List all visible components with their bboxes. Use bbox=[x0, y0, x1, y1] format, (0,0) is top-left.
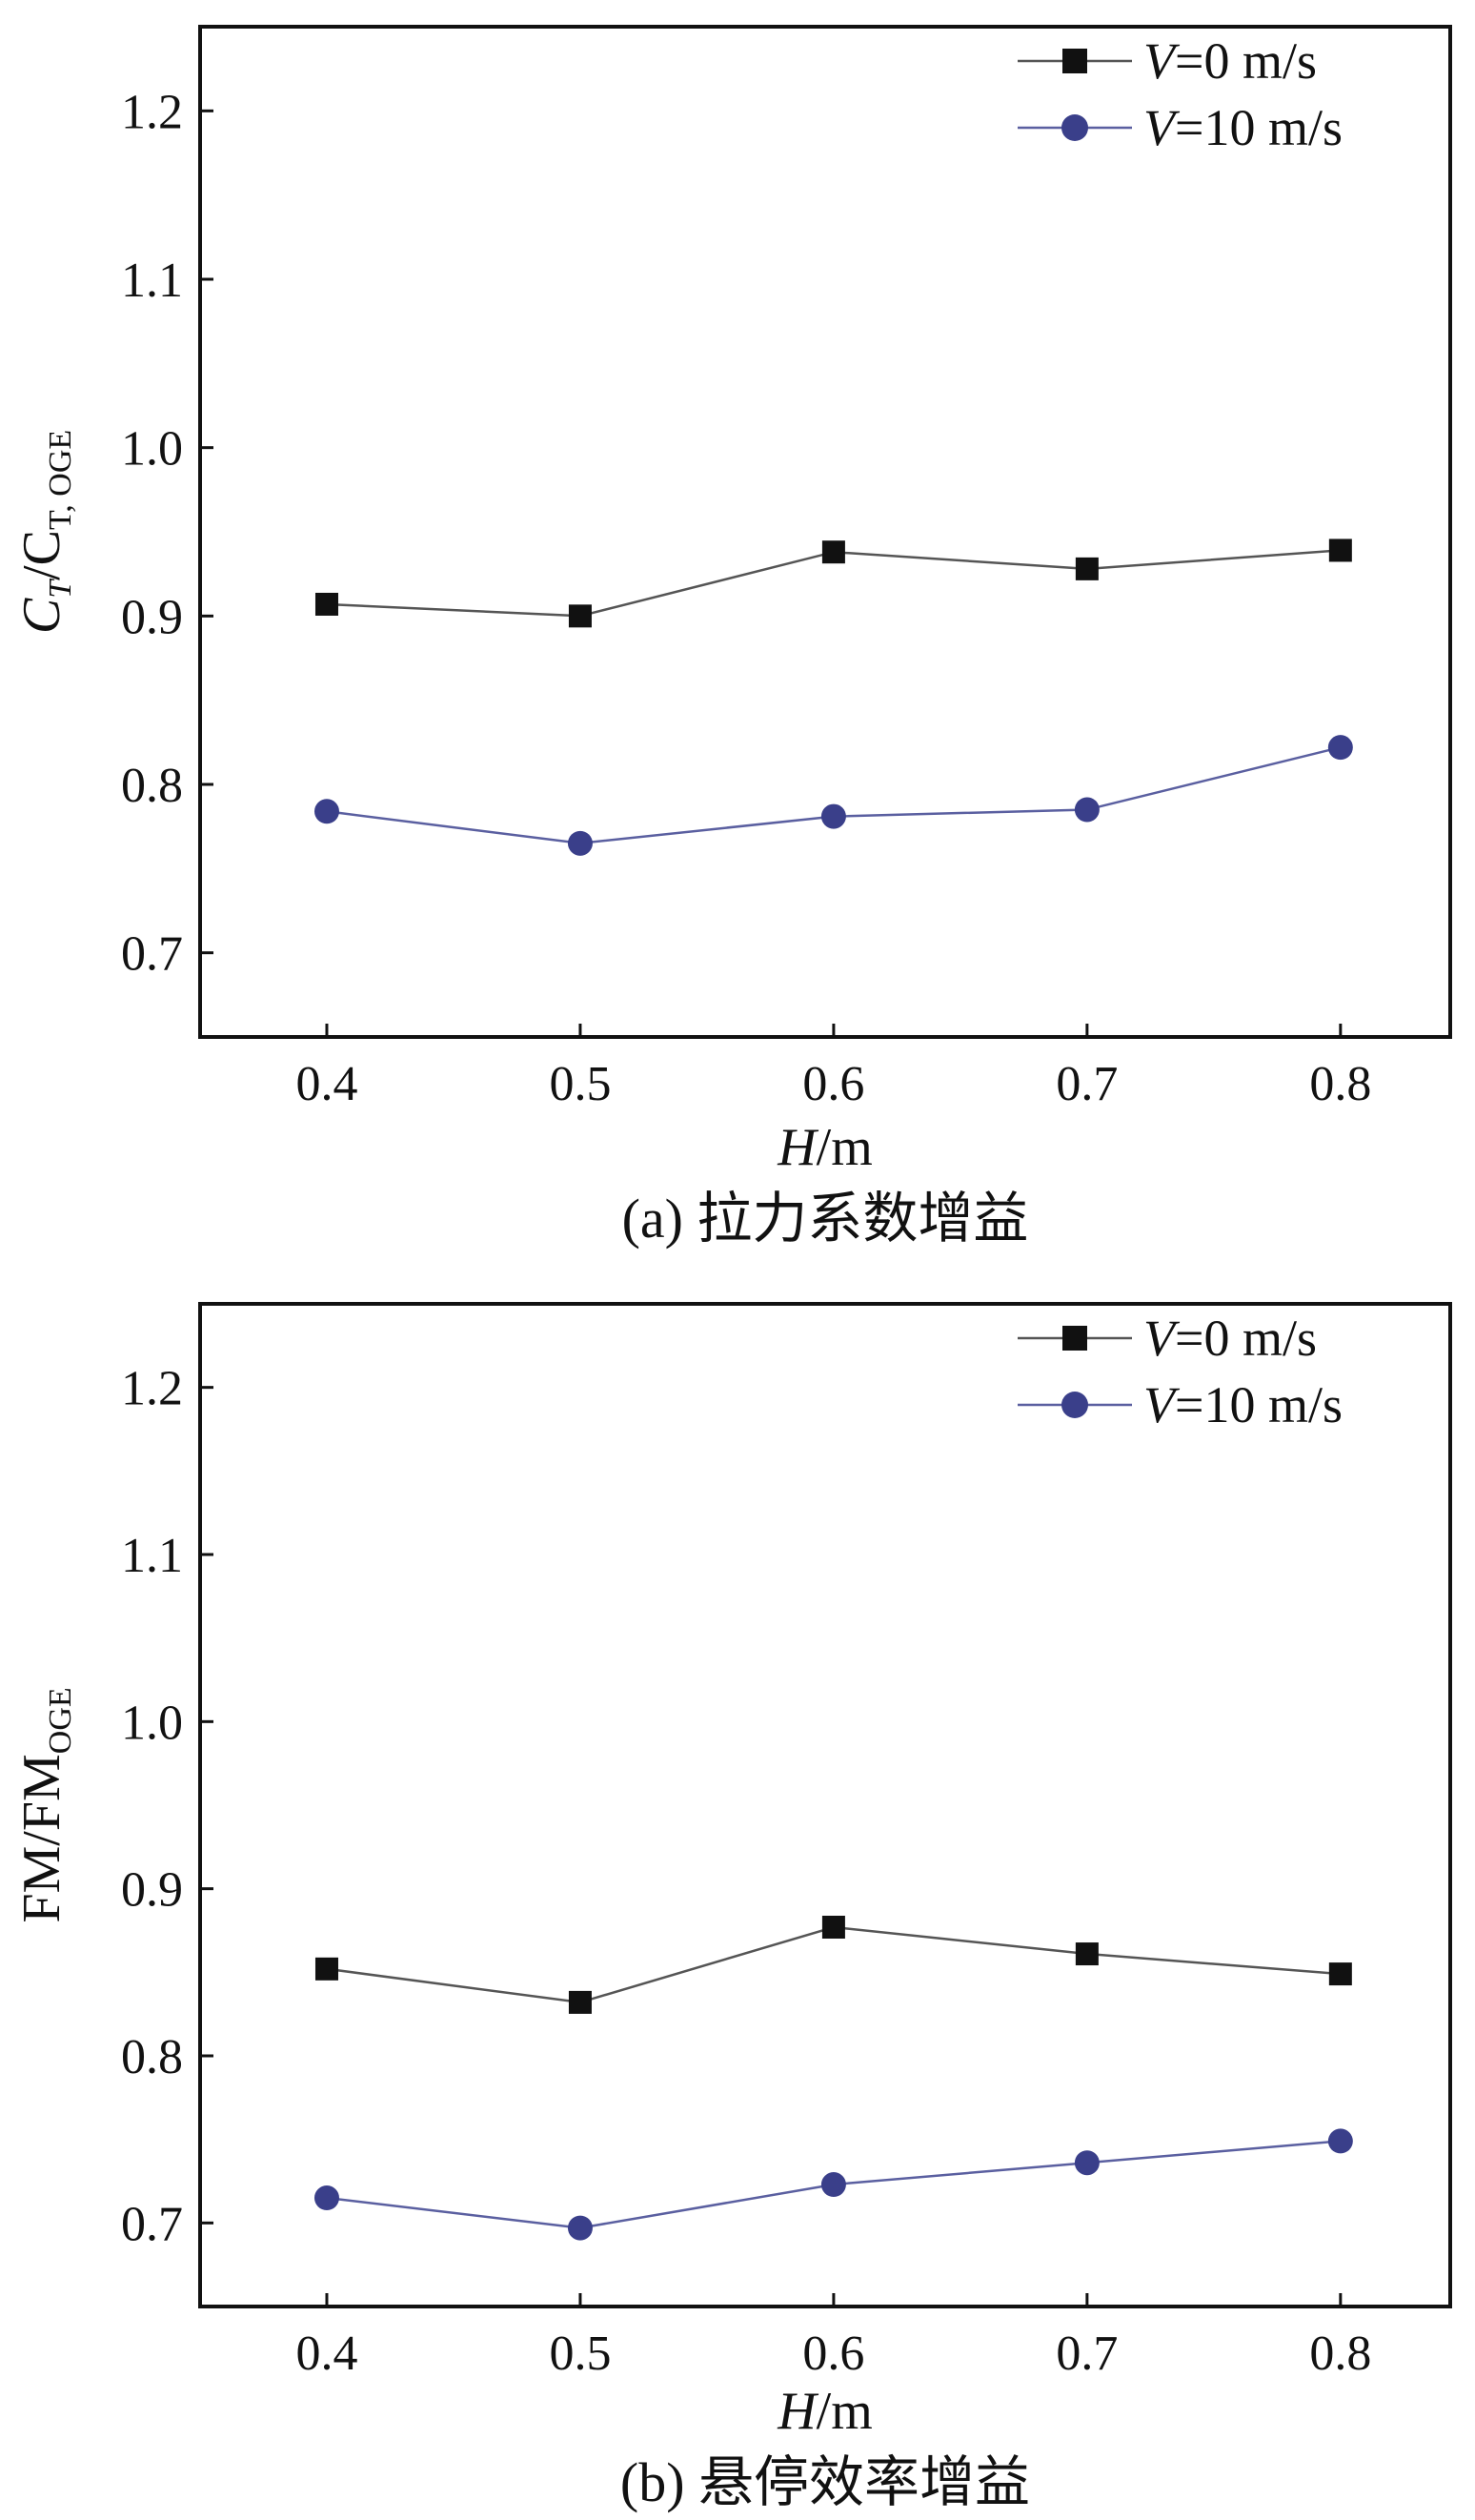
y-tick-label: 1.0 bbox=[121, 1696, 183, 1750]
legend-var: V bbox=[1143, 99, 1181, 156]
plot-frame bbox=[198, 1302, 1452, 2308]
legend-marker-circle bbox=[1061, 114, 1088, 141]
data-point-square bbox=[314, 592, 338, 616]
x-tick-label: 0.5 bbox=[549, 2327, 611, 2381]
legend-rest: =0 m/s bbox=[1175, 32, 1317, 90]
data-point-square bbox=[1075, 1942, 1099, 1966]
data-point-circle bbox=[567, 2215, 593, 2241]
x-tick-label: 0.6 bbox=[802, 2327, 864, 2381]
data-point-square bbox=[1075, 557, 1099, 580]
x-ticks: 0.4 0.5 0.6 0.7 0.8 bbox=[295, 1024, 1371, 1111]
legend-marker-circle bbox=[1061, 1392, 1088, 1418]
legend-marker-square bbox=[1062, 49, 1087, 73]
legend-rest: =0 m/s bbox=[1175, 1310, 1317, 1367]
ylabel-main: FM/FM bbox=[12, 1754, 71, 1922]
xlabel-var: H bbox=[777, 2382, 818, 2441]
y-axis-label: FM/FMOGE bbox=[12, 1687, 78, 1922]
data-point-circle bbox=[567, 830, 593, 856]
panel-caption: (a) 拉力系数增益 bbox=[622, 1188, 1029, 1250]
data-point-circle bbox=[1327, 735, 1353, 761]
data-point-circle bbox=[820, 803, 846, 829]
x-tick-label: 0.4 bbox=[295, 1057, 357, 1111]
legend-entry-v0: V=0 m/s bbox=[1143, 32, 1317, 90]
panel-b: 0.70.80.91.01.11.2 0.4 0.5 0.6 0.7 0.8 V=0 m… bbox=[12, 1302, 1452, 2513]
x-tick-label: 0.5 bbox=[549, 1057, 611, 1111]
y-ticks: 0.7 0.8 0.9 1.0 1.1 1.2 bbox=[121, 85, 213, 982]
x-axis-label: H/m bbox=[777, 2382, 873, 2441]
legend-entry-v10: V=10 m/s bbox=[1143, 1376, 1343, 1433]
ylabel-main: C bbox=[12, 598, 71, 634]
ylabel-sub: OGE bbox=[43, 1687, 78, 1754]
plot-frame bbox=[198, 25, 1452, 1039]
y-ticks: 0.7 0.8 0.9 1.0 1.1 1.2 bbox=[121, 1362, 213, 2251]
data-point-circle bbox=[1327, 2128, 1353, 2154]
xlabel-unit: /m bbox=[817, 1118, 873, 1177]
y-tick-label: 0.8 bbox=[121, 759, 183, 813]
legend-var: V bbox=[1143, 1376, 1181, 1433]
series-group bbox=[313, 539, 1353, 856]
x-tick-label: 0.7 bbox=[1056, 2327, 1118, 2381]
data-point-square bbox=[821, 1915, 845, 1939]
y-tick-label: 0.7 bbox=[121, 2197, 183, 2251]
data-point-square bbox=[568, 1990, 592, 2014]
data-point-square bbox=[314, 1957, 338, 1981]
legend: V=0 m/s V=10 m/s bbox=[1018, 32, 1343, 156]
ylabel-slash: /C bbox=[12, 530, 71, 580]
data-point-circle bbox=[820, 2172, 846, 2198]
y-tick-label: 1.2 bbox=[121, 85, 183, 139]
data-point-circle bbox=[313, 799, 339, 824]
y-tick-label: 0.7 bbox=[121, 927, 183, 982]
y-tick-label: 0.9 bbox=[121, 590, 183, 644]
series-group bbox=[313, 1915, 1353, 2241]
x-tick-label: 0.8 bbox=[1309, 2327, 1371, 2381]
data-point-square bbox=[1328, 1962, 1352, 1986]
y-tick-label: 1.0 bbox=[121, 422, 183, 477]
data-point-square bbox=[568, 604, 592, 628]
legend-rest: =10 m/s bbox=[1175, 1376, 1343, 1433]
data-point-square bbox=[1328, 539, 1352, 562]
x-axis-label: H/m bbox=[777, 1118, 873, 1177]
x-tick-label: 0.6 bbox=[802, 1057, 864, 1111]
y-tick-label: 1.1 bbox=[121, 1529, 183, 1583]
ylabel-sub1: T bbox=[43, 579, 78, 599]
x-tick-label: 0.7 bbox=[1056, 1057, 1118, 1111]
legend-entry-v10: V=10 m/s bbox=[1143, 99, 1343, 156]
xlabel-var: H bbox=[777, 1118, 818, 1177]
x-ticks: 0.4 0.5 0.6 0.7 0.8 bbox=[295, 2293, 1371, 2381]
ylabel-sub2: T, OGE bbox=[43, 430, 78, 530]
panel-a: 0.70.80.91.01.11.2 0.4 0.5 0.6 0.7 0.8 V=0 m… bbox=[12, 25, 1452, 1250]
xlabel-unit: /m bbox=[817, 2382, 873, 2441]
y-tick-label: 1.1 bbox=[121, 254, 183, 308]
y-tick-label: 0.9 bbox=[121, 1863, 183, 1918]
y-axis-label: CT/CT, OGE bbox=[12, 430, 78, 634]
legend-marker-square bbox=[1062, 1326, 1087, 1351]
legend: V=0 m/s V=10 m/s bbox=[1018, 1310, 1343, 1433]
data-point-circle bbox=[1074, 2150, 1100, 2176]
y-tick-label: 0.8 bbox=[121, 2030, 183, 2084]
legend-var: V bbox=[1143, 32, 1181, 90]
panel-caption: (b) 悬停效率增益 bbox=[620, 2451, 1030, 2513]
legend-rest: =10 m/s bbox=[1175, 99, 1343, 156]
y-tick-label: 1.2 bbox=[121, 1362, 183, 1416]
legend-var: V bbox=[1143, 1310, 1181, 1367]
series-line-1 bbox=[326, 745, 1342, 845]
data-point-circle bbox=[313, 2185, 339, 2211]
data-point-square bbox=[821, 540, 845, 564]
data-point-circle bbox=[1074, 797, 1100, 823]
x-tick-label: 0.4 bbox=[295, 2327, 357, 2381]
x-tick-label: 0.8 bbox=[1309, 1057, 1371, 1111]
legend-entry-v0: V=0 m/s bbox=[1143, 1310, 1317, 1367]
